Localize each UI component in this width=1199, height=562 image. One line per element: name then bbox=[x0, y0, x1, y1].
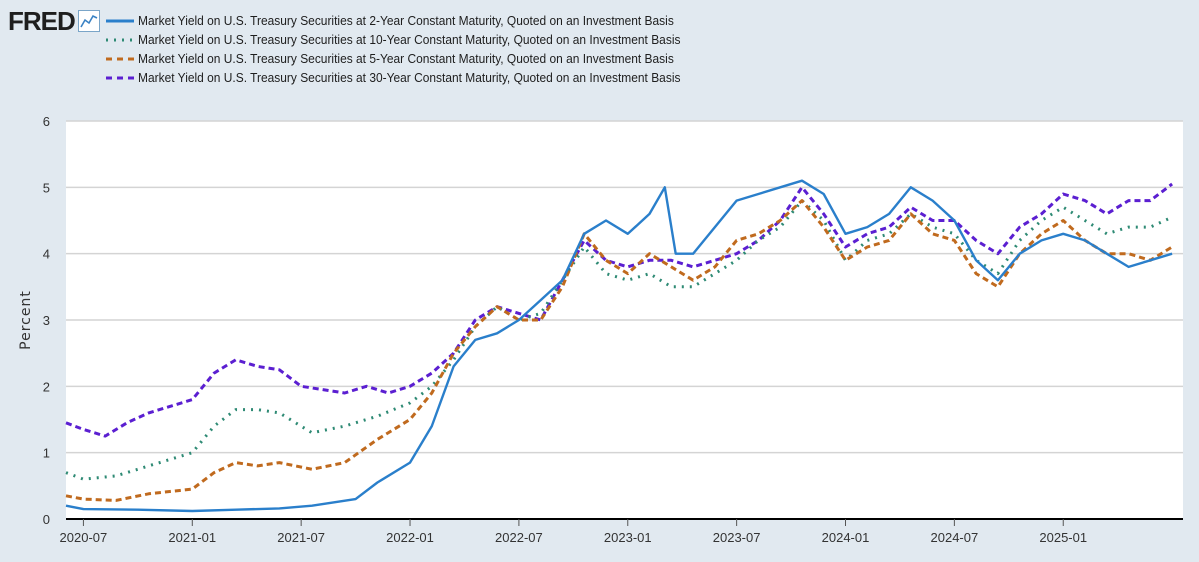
y-tick-label: 1 bbox=[43, 446, 50, 461]
logo-text: FRED bbox=[8, 6, 76, 36]
y-tick-label: 5 bbox=[43, 180, 50, 195]
x-axis-ticks: 2020-07 2021-01 2021-07 2022-01 2022-07 2023-… bbox=[60, 519, 1087, 545]
y-axis-title: Percent bbox=[18, 290, 34, 350]
series-line-5-year[interactable] bbox=[65, 199, 1173, 502]
series-line-2-year[interactable] bbox=[65, 179, 1173, 513]
legend-item-30-year[interactable]: Market Yield on U.S. Treasury Securities… bbox=[104, 68, 728, 87]
y-tick-label: 4 bbox=[43, 247, 50, 262]
y-tick-label: 0 bbox=[43, 512, 50, 527]
y-tick-label: 2 bbox=[43, 379, 50, 394]
legend-item-10-year[interactable]: Market Yield on U.S. Treasury Securities… bbox=[104, 30, 728, 49]
legend-item-2-year[interactable]: Market Yield on U.S. Treasury Securities… bbox=[104, 11, 728, 30]
legend-label-30-year: Market Yield on U.S. Treasury Securities… bbox=[138, 70, 681, 85]
x-tick-label: 2024-01 bbox=[822, 530, 870, 545]
legend-label-2-year: Market Yield on U.S. Treasury Securities… bbox=[138, 13, 674, 28]
legend-label-5-year: Market Yield on U.S. Treasury Securities… bbox=[138, 51, 674, 66]
y-axis-ticks: 0 1 2 3 4 5 6 bbox=[43, 114, 50, 527]
legend-swatch-5-year bbox=[106, 57, 134, 60]
x-tick-label: 2022-07 bbox=[495, 530, 543, 545]
y-tick-label: 3 bbox=[43, 313, 50, 328]
legend-label-10-year: Market Yield on U.S. Treasury Securities… bbox=[138, 32, 681, 47]
fred-logo[interactable]: FRED bbox=[8, 8, 100, 34]
gridlines bbox=[66, 120, 1183, 454]
series-line-30-year[interactable] bbox=[65, 182, 1174, 438]
x-tick-label: 2022-01 bbox=[386, 530, 434, 545]
x-tick-label: 2021-01 bbox=[168, 530, 216, 545]
x-tick-label: 2023-07 bbox=[713, 530, 761, 545]
legend-swatch-30-year bbox=[106, 76, 134, 79]
chart-legend: Market Yield on U.S. Treasury Securities… bbox=[104, 11, 728, 87]
y-tick-label: 6 bbox=[43, 114, 50, 129]
x-tick-label: 2023-01 bbox=[604, 530, 652, 545]
legend-item-5-year[interactable]: Market Yield on U.S. Treasury Securities… bbox=[104, 49, 728, 68]
x-tick-label: 2024-07 bbox=[931, 530, 979, 545]
x-tick-label: 2020-07 bbox=[60, 530, 108, 545]
x-tick-label: 2021-07 bbox=[277, 530, 325, 545]
legend-swatch-2-year bbox=[106, 19, 134, 22]
x-tick-label: 2025-01 bbox=[1039, 530, 1087, 545]
series-line-10-year[interactable] bbox=[65, 199, 1173, 481]
series-lines bbox=[65, 179, 1174, 513]
fred-line-graph-icon bbox=[77, 10, 100, 32]
